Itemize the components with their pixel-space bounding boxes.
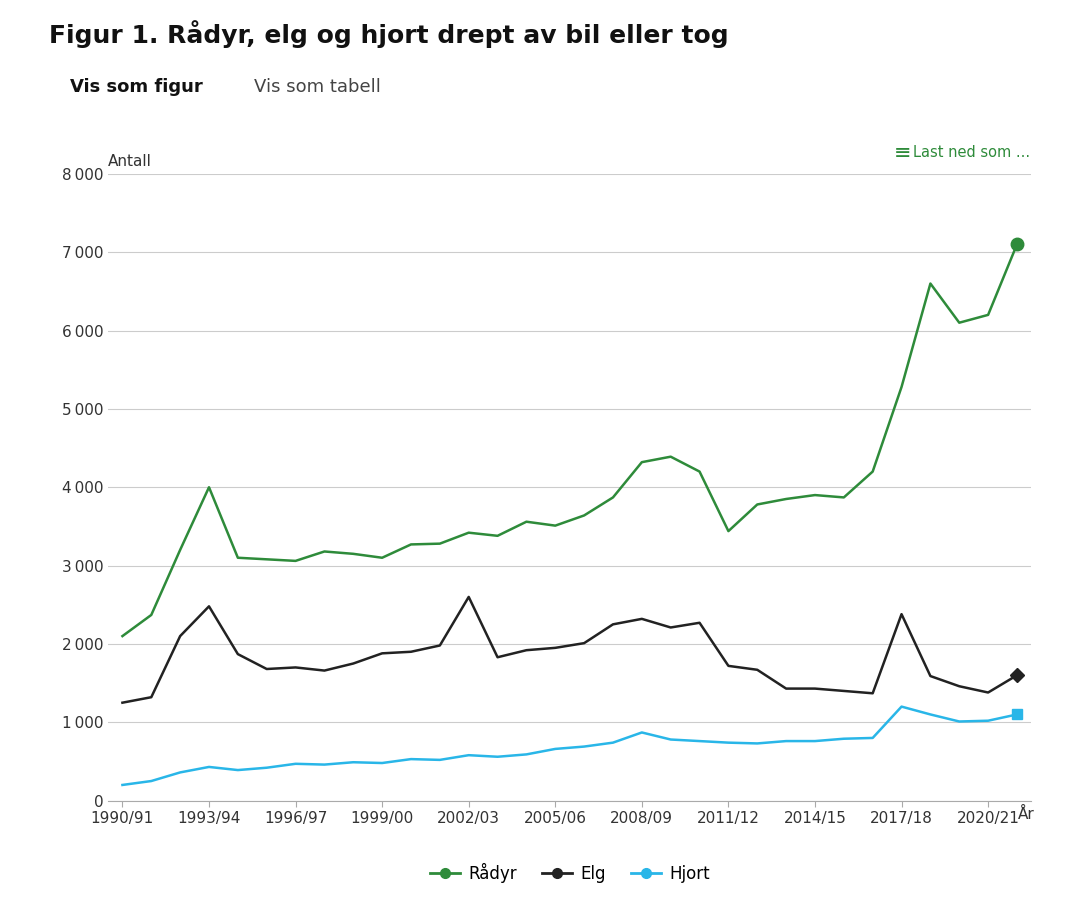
Text: Antall: Antall (108, 155, 152, 169)
Text: Last ned som ...: Last ned som ... (913, 145, 1029, 159)
Legend: Rådyr, Elg, Hjort: Rådyr, Elg, Hjort (423, 856, 716, 889)
Text: År: År (1017, 807, 1035, 822)
Text: Vis som figur: Vis som figur (70, 78, 203, 96)
Text: ≡: ≡ (894, 143, 912, 163)
Text: Vis som tabell: Vis som tabell (254, 78, 380, 96)
Text: Figur 1. Rådyr, elg og hjort drept av bil eller tog: Figur 1. Rådyr, elg og hjort drept av bi… (49, 20, 728, 48)
